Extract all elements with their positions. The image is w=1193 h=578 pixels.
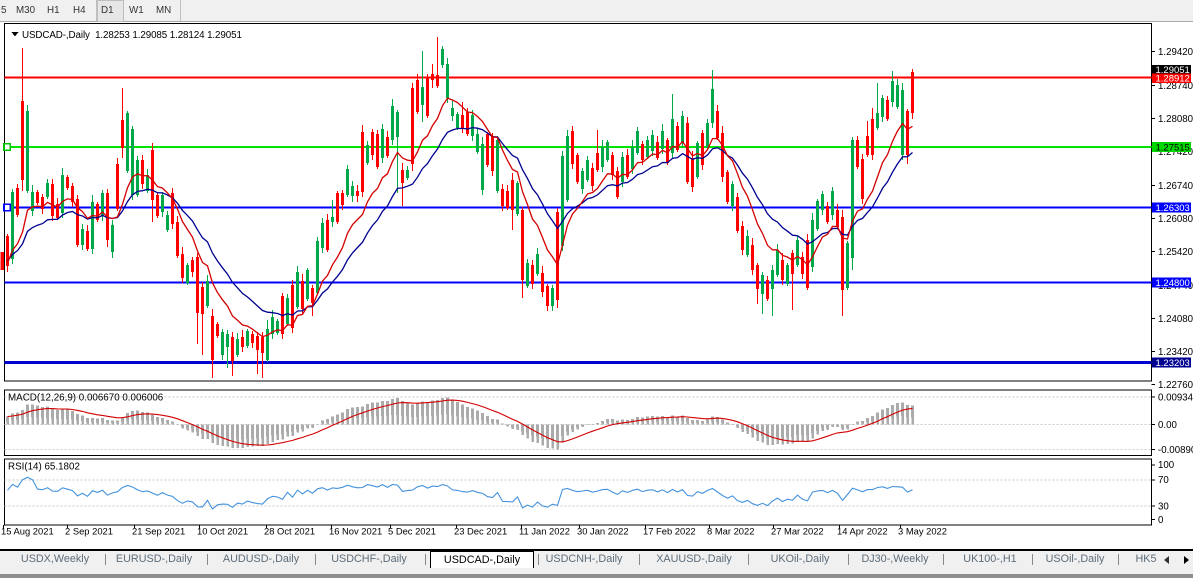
svg-text:1.25420: 1.25420 bbox=[1158, 247, 1193, 258]
svg-text:70: 70 bbox=[1158, 475, 1169, 486]
svg-text:30: 30 bbox=[1158, 501, 1169, 512]
svg-text:0.009345: 0.009345 bbox=[1158, 392, 1193, 403]
svg-text:14 Apr 2022: 14 Apr 2022 bbox=[837, 526, 888, 537]
svg-text:27 Mar 2022: 27 Mar 2022 bbox=[771, 526, 824, 537]
svg-text:MACD(12,26,9) 0.006670 0.00600: MACD(12,26,9) 0.006670 0.006006 bbox=[8, 393, 164, 404]
svg-text:1.23203: 1.23203 bbox=[1156, 358, 1190, 369]
svg-text:1.26303: 1.26303 bbox=[1156, 203, 1190, 214]
svg-text:USDCAD-,Daily 1.28253 1.29085: USDCAD-,Daily 1.28253 1.29085 1.28124 1.… bbox=[22, 30, 242, 41]
svg-text:16 Nov 2021: 16 Nov 2021 bbox=[329, 526, 382, 537]
svg-text:10 Oct 2021: 10 Oct 2021 bbox=[197, 526, 248, 537]
svg-text:5 Dec 2021: 5 Dec 2021 bbox=[388, 526, 436, 537]
svg-text:-0.008902: -0.008902 bbox=[1158, 445, 1193, 456]
svg-text:1.28912: 1.28912 bbox=[1156, 74, 1190, 85]
svg-text:1.29051: 1.29051 bbox=[1156, 65, 1190, 76]
svg-text:15 Aug 2021: 15 Aug 2021 bbox=[1, 526, 54, 537]
svg-text:0: 0 bbox=[1158, 515, 1164, 526]
svg-text:1.28080: 1.28080 bbox=[1158, 114, 1193, 125]
svg-text:3 May 2022: 3 May 2022 bbox=[898, 526, 947, 537]
svg-text:30 Jan 2022: 30 Jan 2022 bbox=[577, 526, 629, 537]
svg-text:1.24800: 1.24800 bbox=[1156, 278, 1190, 289]
svg-text:1.26740: 1.26740 bbox=[1158, 181, 1193, 192]
svg-text:1.24080: 1.24080 bbox=[1158, 314, 1193, 325]
svg-text:1.27515: 1.27515 bbox=[1156, 142, 1190, 153]
svg-text:1.29420: 1.29420 bbox=[1158, 47, 1193, 58]
svg-text:1.23420: 1.23420 bbox=[1158, 347, 1193, 358]
svg-text:100: 100 bbox=[1158, 460, 1175, 471]
svg-text:28 Oct 2021: 28 Oct 2021 bbox=[264, 526, 315, 537]
svg-text:21 Sep 2021: 21 Sep 2021 bbox=[132, 526, 185, 537]
svg-text:RSI(14) 65.1802: RSI(14) 65.1802 bbox=[8, 462, 80, 473]
svg-text:1.22760: 1.22760 bbox=[1158, 380, 1193, 391]
svg-text:2 Sep 2021: 2 Sep 2021 bbox=[65, 526, 113, 537]
svg-text:1.27420: 1.27420 bbox=[1158, 147, 1193, 158]
svg-text:23 Dec 2021: 23 Dec 2021 bbox=[454, 526, 507, 537]
svg-text:1.26080: 1.26080 bbox=[1158, 214, 1193, 225]
svg-text:17 Feb 2022: 17 Feb 2022 bbox=[643, 526, 696, 537]
svg-text:1.28740: 1.28740 bbox=[1158, 81, 1193, 92]
svg-text:0.00: 0.00 bbox=[1158, 420, 1177, 431]
svg-text:11 Jan 2022: 11 Jan 2022 bbox=[519, 526, 570, 537]
svg-text:8 Mar 2022: 8 Mar 2022 bbox=[707, 526, 754, 537]
